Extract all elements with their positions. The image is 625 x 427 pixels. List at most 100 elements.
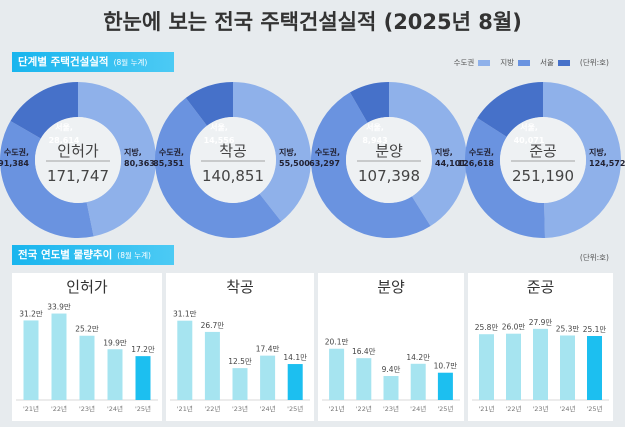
section-sub: (8월 누계) [117,251,151,260]
bar-value-label: 17.2만 [131,345,155,354]
bar [287,364,303,400]
donut-total: 107,398 [358,167,420,185]
bar [51,313,67,400]
value-seoul: 8,943 [362,136,387,145]
bar-value-label: 25.2만 [75,325,99,334]
section-label: 전국 연도별 물량추이 [18,249,113,261]
page-title: 한눈에 보는 전국 주택건설실적 (2025년 8월) [103,10,522,34]
bar-value-label: 33.9만 [47,303,71,312]
label-local: 지방, [279,147,297,157]
bar [107,349,123,400]
bar [533,328,548,400]
section-header-stage: 단계별 주택건설실적 (8월 누계) [12,52,174,72]
bar [437,372,453,400]
x-tick-label: '23년 [79,404,95,413]
value-seoul: 40,071 [514,136,545,145]
donut-total: 140,851 [202,167,264,185]
x-tick-label: '25년 [287,404,303,413]
bar [506,333,521,400]
panel-title: 준공 [526,278,555,296]
bar-value-label: 25.1만 [583,325,607,334]
donut-slice-capital [465,118,545,238]
donut-total: 251,190 [512,167,574,185]
bar-value-label: 12.5만 [228,357,252,366]
x-tick-label: '23년 [383,404,399,413]
x-tick-label: '23년 [532,404,548,413]
label-capital: 수도권, [4,147,29,157]
bar-value-label: 25.8만 [475,323,499,332]
panel-title: 인허가 [66,278,108,296]
legend-swatch [478,60,491,66]
x-tick-label: '21년 [177,404,193,413]
donut-slice-local [389,82,468,227]
value-local: 124,572 [589,159,625,168]
bar [79,335,95,400]
donut-slice-seoul [10,82,78,139]
donut-slice-capital [311,92,431,238]
legend-label: 수도권 [453,58,475,67]
bar-value-label: 26.7만 [201,321,225,330]
label-local: 지방, [589,147,607,157]
donut-slice-seoul [477,82,543,137]
donut-slice-local [233,82,311,222]
value-capital: 126,618 [458,159,495,168]
donut-total: 171,747 [47,167,109,185]
unit-label: (단위:호) [579,58,609,67]
label-capital: 수도권, [315,147,340,157]
donut-hole [190,117,276,203]
donut-title: 준공 [529,142,557,160]
x-tick-label: '25년 [586,404,602,413]
label-local: 지방, [435,147,453,157]
bar [260,355,276,400]
value-local: 44,101 [435,159,466,168]
legend-label: 서울 [540,58,554,67]
bar-value-label: 10.7만 [434,362,458,371]
x-tick-label: '25년 [135,404,151,413]
legend-local: 지방 [500,57,531,68]
label-seoul: 서울, [55,122,73,132]
legend: 수도권 지방 서울 (단위:호) [454,57,609,68]
bar-value-label: 20.1만 [325,338,349,347]
value-seoul: 28,614 [49,136,80,145]
section-sub: (8월 누계) [113,58,148,67]
bar [383,376,399,400]
bar [204,331,220,400]
donut-title: 인허가 [57,142,99,160]
x-tick-label: '24년 [107,404,123,413]
unit-label: (단위:호) [579,253,609,262]
value-capital: 85,351 [153,159,184,168]
label-local: 지방, [124,147,142,157]
value-capital: 91,384 [0,159,29,168]
bar [232,368,248,400]
x-tick-label: '24년 [559,404,575,413]
legend-seoul: 서울 [540,57,570,68]
legend-capital: 수도권 [454,57,491,68]
x-tick-label: '24년 [260,404,276,413]
legend-swatch [518,60,531,66]
bar [23,320,39,400]
donut-hole [346,117,432,203]
donut-slice-seoul [350,82,389,123]
bar-value-label: 25.3만 [556,324,580,333]
label-capital: 수도권, [469,147,494,157]
bar-value-label: 17.4만 [256,345,280,354]
x-tick-label: '22년 [356,404,372,413]
section-header-yearly: 전국 연도별 물량추이 (8월 누계) [12,245,174,265]
panel-title: 분양 [377,278,405,296]
bar [587,335,602,400]
x-tick-label: '21년 [478,404,494,413]
bar-value-label: 14.2만 [406,353,430,362]
value-capital: 63,297 [309,159,340,168]
donut-slice-capital [154,97,282,239]
bar-value-label: 16.4만 [352,347,376,356]
value-local: 55,500 [279,159,310,168]
bar [560,335,575,400]
label-seoul: 서울, [520,122,538,132]
bar-value-label: 9.4만 [382,365,401,374]
bar-value-label: 19.9만 [103,338,127,347]
bar [410,363,426,400]
label-seoul: 서울, [366,122,384,132]
x-tick-label: '22년 [51,404,67,413]
bar-value-label: 27.9만 [529,318,553,327]
